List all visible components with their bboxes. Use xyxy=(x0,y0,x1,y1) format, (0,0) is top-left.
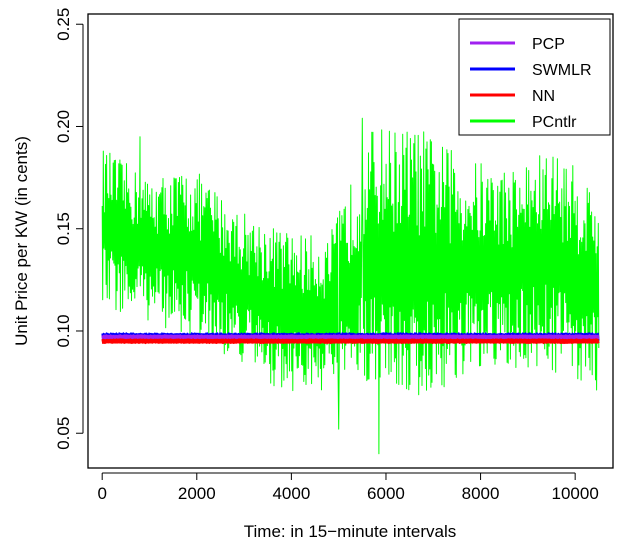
legend-label-pcp: PCP xyxy=(532,36,565,53)
legend: PCP SWMLR NN PCntlr xyxy=(458,18,611,136)
y-axis-title: Unit Price per KW (in cents) xyxy=(12,136,31,346)
y-tick-label: 0.20 xyxy=(54,110,73,143)
x-axis: 0 2000 4000 6000 8000 10000 xyxy=(97,472,599,503)
x-tick-label: 10000 xyxy=(552,484,599,503)
x-tick-label: 0 xyxy=(97,484,106,503)
series-layer xyxy=(101,117,600,455)
series-line-pcntlr xyxy=(101,117,600,455)
legend-label-nn: NN xyxy=(532,88,555,105)
x-tick-label: 2000 xyxy=(178,484,216,503)
y-tick-label: 0.10 xyxy=(54,314,73,347)
x-tick-label: 8000 xyxy=(462,484,500,503)
y-axis: 0.05 0.10 0.15 0.20 0.25 xyxy=(54,8,84,450)
x-axis-title: Time: in 15−minute intervals xyxy=(244,522,456,541)
y-tick-label: 0.05 xyxy=(54,417,73,450)
series-line-pcp xyxy=(101,334,600,341)
series-line-nn xyxy=(101,338,600,345)
legend-label-pcntlr: PCntlr xyxy=(532,114,577,131)
x-tick-label: 6000 xyxy=(367,484,405,503)
legend-label-swmlr: SWMLR xyxy=(532,62,592,79)
y-tick-label: 0.15 xyxy=(54,212,73,245)
plot-frame xyxy=(87,13,614,469)
y-tick-label: 0.25 xyxy=(54,8,73,41)
legend-box xyxy=(458,18,611,136)
x-tick-label: 4000 xyxy=(272,484,310,503)
